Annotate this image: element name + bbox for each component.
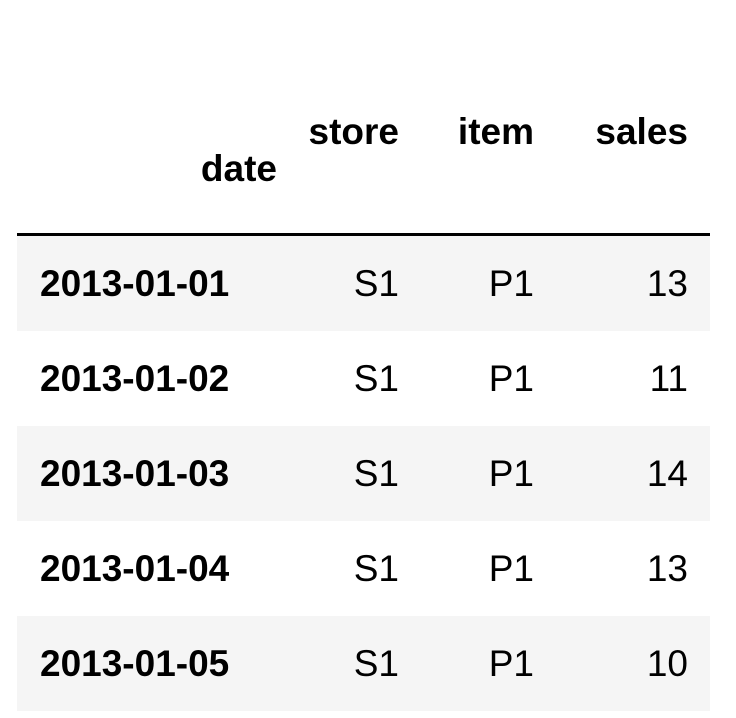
row-index-date: 2013-01-05 — [40, 643, 230, 684]
cell-sales: 13 — [646, 548, 688, 589]
cell-sales: 10 — [646, 643, 688, 684]
column-header-row: store item sales — [17, 0, 710, 168]
cell-sales: 14 — [646, 453, 688, 494]
table-row: 2013-01-05 S1 P1 10 — [17, 616, 710, 711]
cell-store: S1 — [353, 643, 399, 684]
index-name-cell: date — [17, 150, 277, 236]
cell-item: P1 — [488, 548, 534, 589]
row-index-date: 2013-01-02 — [40, 358, 230, 399]
index-name: date — [200, 148, 277, 189]
row-index-date: 2013-01-01 — [40, 263, 230, 304]
column-header-store: store — [308, 111, 399, 152]
table-header: store item sales date — [17, 0, 710, 236]
cell-item: P1 — [488, 358, 534, 399]
row-index-date: 2013-01-03 — [40, 453, 230, 494]
column-header-sales: sales — [595, 111, 688, 152]
column-header-item: item — [457, 111, 534, 152]
cell-sales: 13 — [646, 263, 688, 304]
cell-item: P1 — [488, 453, 534, 494]
table-body: 2013-01-01 S1 P1 13 2013-01-02 S1 P1 11 … — [17, 234, 710, 711]
dataframe-container: store item sales date 2013-01-01 S1 P1 1… — [17, 0, 710, 711]
cell-item: P1 — [488, 643, 534, 684]
table-row: 2013-01-04 S1 P1 13 — [17, 521, 710, 616]
index-name-row: date — [17, 150, 710, 236]
cell-sales: 11 — [649, 358, 688, 399]
cell-store: S1 — [353, 263, 399, 304]
cell-store: S1 — [353, 358, 399, 399]
table-row: 2013-01-02 S1 P1 11 — [17, 331, 710, 426]
cell-item: P1 — [488, 263, 534, 304]
table-row: 2013-01-01 S1 P1 13 — [17, 234, 710, 331]
index-corner — [17, 0, 277, 168]
cell-store: S1 — [353, 453, 399, 494]
dataframe-table: store item sales date 2013-01-01 S1 P1 1… — [17, 0, 710, 711]
row-index-date: 2013-01-04 — [40, 548, 230, 589]
cell-store: S1 — [353, 548, 399, 589]
table-row: 2013-01-03 S1 P1 14 — [17, 426, 710, 521]
